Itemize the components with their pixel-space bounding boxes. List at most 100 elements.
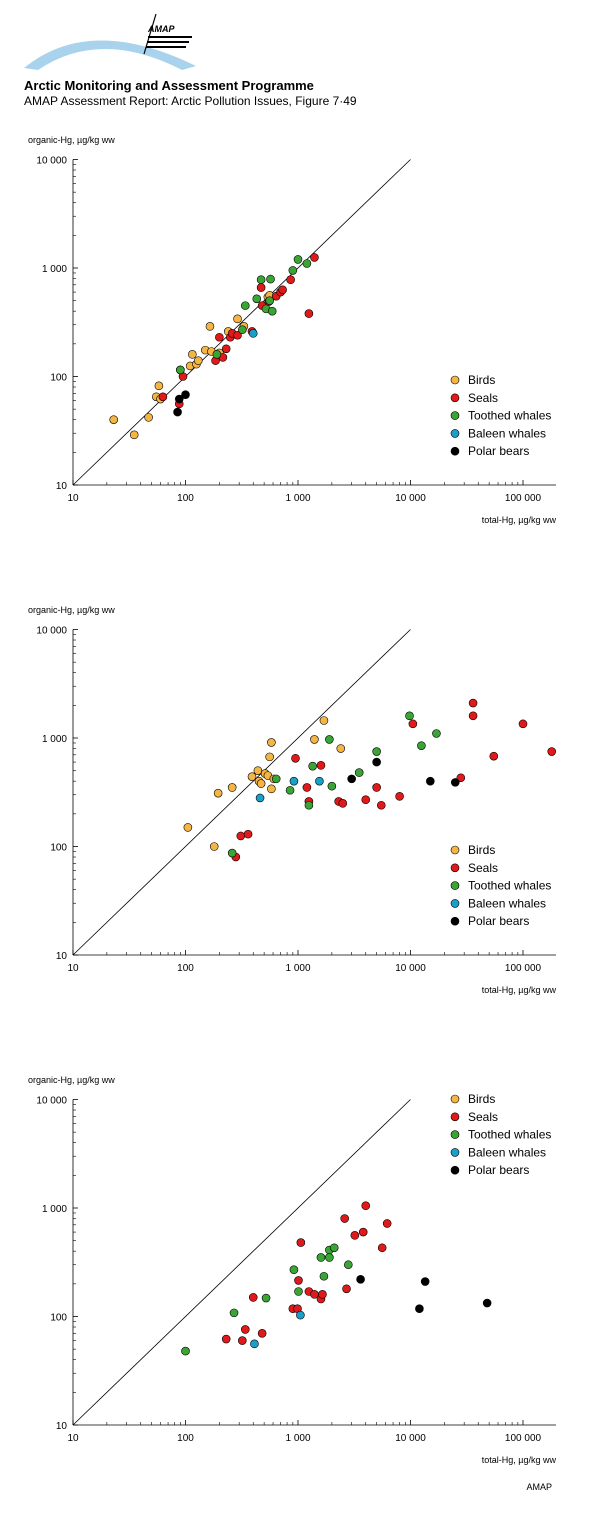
legend-label-polar-bears: Polar bears <box>468 914 529 928</box>
point-birds <box>233 314 242 324</box>
point-toothed-whales <box>227 848 237 858</box>
point-polar-bears <box>173 407 182 417</box>
point-toothed-whales <box>304 800 314 810</box>
point-toothed-whales <box>176 365 185 375</box>
legend-label-toothed-whales: Toothed whales <box>468 409 551 423</box>
legend-label-birds: Birds <box>468 1092 495 1106</box>
x-tick-label: 100 000 <box>505 1433 542 1444</box>
legend-label-polar-bears: Polar bears <box>468 1163 529 1177</box>
point-baleen-whales <box>296 1310 305 1320</box>
legend-marker-seals <box>450 1112 460 1122</box>
point-seals <box>291 753 300 763</box>
y-tick-label: 10 <box>56 481 68 492</box>
point-seals <box>248 1293 258 1302</box>
chart-panel-1: organic-Hg, µg/kg ww total-Hg, µg/kg ww 10… <box>0 128 592 588</box>
legend-marker-birds <box>450 845 460 855</box>
legend-label-baleen-whales: Baleen whales <box>468 426 546 440</box>
legend-marker-seals <box>450 393 460 403</box>
point-seals <box>382 1219 392 1228</box>
point-toothed-whales <box>252 294 262 304</box>
point-seals <box>310 253 319 262</box>
logo-text: AMAP <box>147 24 175 34</box>
chart-panel-2: organic-Hg, µg/kg ww total-Hg, µg/kg ww 10… <box>0 598 592 1058</box>
legend: Birds Seals Toothed whales Baleen whales Pol… <box>450 843 551 928</box>
chart-panel-3: organic-Hg, µg/kg ww total-Hg, µg/kg ww 10… <box>0 1068 592 1528</box>
legend-marker-seals <box>450 863 460 873</box>
point-toothed-whales <box>316 1253 326 1262</box>
point-polar-bears <box>415 1304 424 1314</box>
point-birds <box>144 413 153 422</box>
point-baleen-whales <box>315 776 324 786</box>
point-birds <box>227 783 237 792</box>
point-toothed-whales <box>212 350 222 359</box>
point-polar-bears <box>420 1277 430 1286</box>
point-baleen-whales <box>248 329 258 338</box>
point-toothed-whales <box>325 1253 334 1262</box>
point-seals <box>468 698 478 708</box>
point-toothed-whales <box>354 768 364 777</box>
point-baleen-whales <box>250 1339 259 1349</box>
point-seals <box>372 783 381 792</box>
point-polar-bears <box>356 1275 365 1284</box>
scatter-chart-1: organic-Hg, µg/kg ww total-Hg, µg/kg ww 10… <box>28 135 556 525</box>
legend-label-baleen-whales: Baleen whales <box>468 1145 546 1159</box>
point-seals <box>221 344 231 354</box>
page-subtitle: AMAP Assessment Report: Arctic Pollution… <box>24 94 357 108</box>
point-seals <box>221 1334 231 1344</box>
point-toothed-whales <box>288 266 298 275</box>
point-seals <box>342 1284 351 1294</box>
point-seals <box>318 1290 327 1299</box>
point-toothed-whales <box>308 761 317 771</box>
x-tick-label: 100 <box>177 1433 194 1444</box>
one-to-one-line <box>72 1099 411 1426</box>
point-seals <box>361 795 371 804</box>
point-toothed-whales <box>405 711 414 721</box>
legend-marker-toothed-whales <box>450 1130 460 1139</box>
y-tick-label: 100 <box>50 1313 67 1324</box>
point-birds <box>213 788 223 798</box>
legend-marker-polar-bears <box>450 446 460 456</box>
y-tick-label: 100 <box>50 373 67 384</box>
point-seals <box>240 1325 250 1334</box>
point-toothed-whales <box>181 1346 190 1356</box>
point-seals <box>294 1276 303 1285</box>
point-seals <box>256 283 266 292</box>
point-seals <box>316 761 326 770</box>
point-toothed-whales <box>329 1243 339 1253</box>
point-toothed-whales <box>327 781 337 791</box>
x-tick-label: 1 000 <box>285 493 310 504</box>
point-seals <box>547 747 557 756</box>
legend-marker-baleen-whales <box>450 1148 460 1157</box>
point-seals <box>361 1201 371 1211</box>
x-tick-label: 1 000 <box>285 1433 310 1444</box>
x-axis-label: total-Hg, µg/kg ww <box>482 1455 557 1465</box>
point-birds <box>253 766 263 775</box>
point-birds <box>205 322 215 331</box>
point-baleen-whales <box>255 793 265 803</box>
x-tick-label: 10 <box>67 963 79 974</box>
x-tick-label: 10 000 <box>395 493 426 504</box>
point-birds <box>209 842 219 851</box>
x-tick-label: 10 000 <box>395 1433 426 1444</box>
point-seals <box>233 330 242 340</box>
y-axis-label: organic-Hg, µg/kg ww <box>28 135 115 145</box>
point-toothed-whales <box>302 259 312 268</box>
y-tick-label: 10 000 <box>36 156 67 167</box>
point-toothed-whales <box>344 1260 353 1270</box>
legend-label-birds: Birds <box>468 843 495 857</box>
point-toothed-whales <box>325 735 334 744</box>
point-seals <box>358 1227 368 1237</box>
legend-marker-polar-bears <box>450 1165 460 1175</box>
point-toothed-whales <box>256 275 266 285</box>
point-birds <box>319 716 329 725</box>
one-to-one-line <box>72 159 411 486</box>
y-tick-label: 1 000 <box>42 264 67 275</box>
point-birds <box>109 415 118 424</box>
point-seals <box>257 1329 267 1338</box>
point-toothed-whales <box>271 774 281 784</box>
x-tick-label: 10 <box>67 1433 79 1444</box>
x-tick-label: 100 <box>177 493 194 504</box>
point-birds <box>247 772 257 781</box>
point-seals <box>286 275 295 285</box>
point-toothed-whales <box>285 785 295 795</box>
